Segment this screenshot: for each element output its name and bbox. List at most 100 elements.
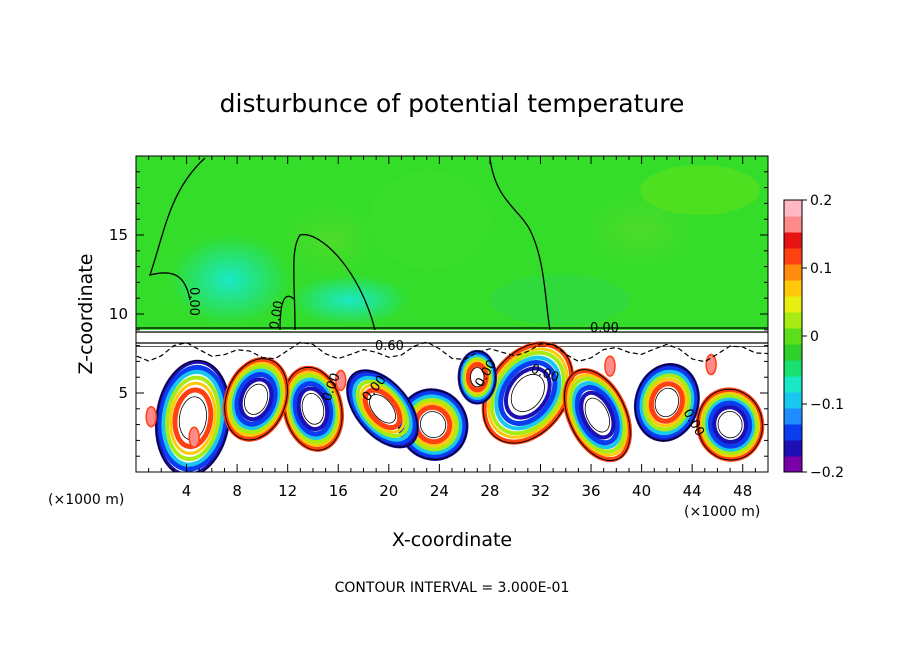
- eddy-band: [349, 372, 416, 446]
- eddy-band: [503, 366, 552, 420]
- colorbar-swatch: [784, 456, 802, 473]
- upper-contours: [149, 157, 551, 331]
- eddy-band: [158, 364, 228, 472]
- eddy-band: [226, 361, 286, 437]
- eddy-band: [572, 381, 623, 450]
- colorbar-swatch: [784, 440, 802, 457]
- eddy: [222, 356, 290, 442]
- y-axis-label: Z-coordinate: [75, 254, 97, 375]
- x-axis-ticks: 4 8 12 16 20 24 28 32 36 40 44 48: [148, 156, 756, 500]
- colorbar-tick-label: 0.2: [810, 193, 832, 209]
- eddy-band: [695, 387, 765, 462]
- colorbar-tick-label: 0.1: [810, 261, 832, 277]
- x-tick-label: 12: [278, 482, 297, 500]
- contour-label: 0.00: [186, 287, 201, 316]
- eddy-core: [301, 392, 325, 425]
- colorbar-ticks: 0.2 0.1 0 −0.1 −0.2: [802, 193, 844, 481]
- eddy-band: [292, 381, 334, 437]
- eddy-band: [465, 362, 489, 393]
- eddy-contour: [458, 350, 496, 404]
- eddy-band: [707, 400, 753, 449]
- y-tick-label: 5: [118, 384, 128, 402]
- eddy-band: [498, 360, 558, 426]
- x-tick-label: 8: [232, 482, 242, 500]
- warm-spot: [145, 405, 157, 428]
- eddy-band: [169, 381, 217, 455]
- x-tick-label: 28: [480, 482, 499, 500]
- colorbar-swatch: [784, 264, 802, 281]
- eddy-band: [562, 368, 633, 463]
- colorbar-swatch: [784, 248, 802, 265]
- colorbar-swatch: [784, 280, 802, 297]
- eddy-core: [717, 411, 743, 439]
- x-tick-label: 44: [683, 482, 702, 500]
- eddy-band: [296, 386, 330, 432]
- eddy-band: [700, 391, 761, 458]
- x-tick-label: 24: [430, 482, 449, 500]
- colorbar-tick-label: −0.2: [810, 465, 844, 481]
- x-tick-label: 36: [581, 482, 600, 500]
- colorbar-swatch: [784, 360, 802, 377]
- eddy-band: [566, 373, 628, 457]
- boundary-contour: [136, 341, 768, 363]
- y-axis-ticks: 5 10 15: [109, 171, 768, 457]
- chart-title: disturbunce of potential temperature: [220, 89, 685, 118]
- colorbar-swatch: [784, 216, 802, 233]
- contour-label: 0.00: [590, 321, 619, 336]
- eddy-band: [579, 390, 616, 440]
- eddy: [481, 341, 575, 445]
- eddy-band: [287, 373, 339, 445]
- colorbar-swatch: [784, 392, 802, 409]
- eddy-band: [359, 383, 406, 434]
- eddy-core: [510, 373, 545, 413]
- warm-spot: [705, 353, 717, 376]
- colorbar-swatch: [784, 408, 802, 425]
- eddy-band: [238, 377, 274, 422]
- eddy-band: [462, 356, 493, 398]
- warm-spot: [604, 355, 616, 377]
- eddy-core: [244, 383, 269, 415]
- eddy-band: [285, 370, 341, 447]
- y-tick-label: 10: [109, 305, 128, 323]
- colorbar-tick-label: 0: [810, 329, 819, 345]
- upper-layer-patches: [170, 165, 760, 325]
- contour-interval-note: CONTOUR INTERVAL = 3.000E-01: [335, 580, 570, 596]
- eddy-contour: [283, 366, 343, 451]
- x-tick-label: 32: [531, 482, 550, 500]
- eddy-band: [642, 373, 692, 432]
- eddy-band: [568, 376, 626, 454]
- eddy-band: [362, 387, 403, 431]
- eddy-band: [228, 364, 284, 435]
- eddy-band: [639, 369, 695, 436]
- eddy: [346, 369, 419, 449]
- eddy-contour: [697, 388, 763, 461]
- eddy-band: [290, 377, 336, 441]
- eddy: [457, 349, 497, 405]
- eddy-band: [234, 372, 278, 427]
- y-tick-label: 15: [109, 226, 128, 244]
- inversion-layer: [136, 330, 768, 344]
- eddy-band: [648, 381, 685, 424]
- eddy-band: [574, 385, 620, 446]
- colorbar-swatch: [784, 328, 802, 345]
- colorbar-swatch: [784, 344, 802, 361]
- eddy-band: [633, 363, 700, 442]
- eddy-band: [352, 375, 413, 442]
- eddy-band: [646, 377, 688, 428]
- eddy: [562, 368, 633, 463]
- x-axis-label: X-coordinate: [392, 529, 512, 551]
- eddy-band: [489, 350, 566, 436]
- x-tick-label: 16: [329, 482, 348, 500]
- eddy: [695, 387, 765, 462]
- colorbar-swatch: [784, 296, 802, 313]
- x-tick-label: 40: [632, 482, 651, 500]
- x-tick-label: 48: [733, 482, 752, 500]
- contour-label: 0.00: [267, 300, 287, 331]
- eddy-band: [486, 347, 569, 439]
- plot-area: [136, 156, 768, 472]
- x-unit-left: (×1000 m): [48, 492, 124, 508]
- contour-label: 0.60: [375, 339, 404, 354]
- eddy-contour: [564, 369, 631, 462]
- eddy-band: [231, 368, 281, 431]
